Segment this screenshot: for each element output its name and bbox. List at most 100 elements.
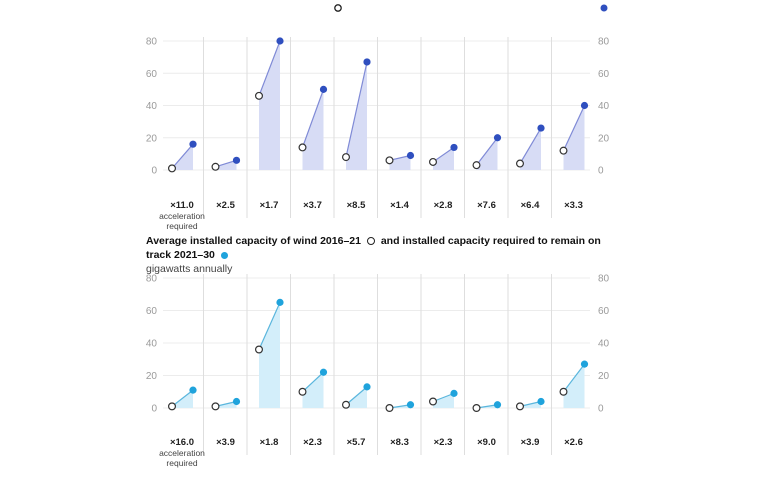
- required-point: [189, 140, 197, 148]
- installed-point: [385, 156, 394, 165]
- required-point: [232, 397, 241, 406]
- multiplier-label: ×1.7: [260, 200, 279, 211]
- chart-panel-onshore: 80 80 60 60 40 40 20 20 0 0 ×11.0accelerationrequi…: [146, 37, 610, 232]
- y-tick-label-left: 40: [146, 339, 158, 350]
- capacity-area: [259, 302, 280, 408]
- y-tick-label-right: 0: [598, 166, 604, 177]
- y-tick-label-left: 80: [146, 274, 158, 285]
- installed-point: [168, 164, 177, 173]
- chart-panel-offshore: 80 80 60 60 40 40 20 20 0 0 ×16.0accelerationrequi…: [146, 274, 610, 469]
- acceleration-note: required: [166, 458, 197, 468]
- y-tick-label-right: 80: [598, 37, 610, 48]
- required-point: [363, 383, 371, 391]
- installed-point: [342, 400, 351, 409]
- multiplier-label: ×6.4: [521, 200, 540, 211]
- required-point: [580, 101, 589, 110]
- connector-line: [302, 371, 324, 393]
- required-point: [537, 124, 545, 132]
- legend-filled-circle-icon: [600, 4, 608, 12]
- required-point: [537, 397, 545, 406]
- required-point: [319, 85, 328, 93]
- capacity-area: [302, 372, 324, 408]
- installed-point: [298, 387, 307, 396]
- required-point: [580, 360, 589, 368]
- connector-line: [432, 146, 455, 163]
- multiplier-label: ×3.7: [303, 200, 322, 211]
- multiplier-label: ×3.9: [521, 437, 540, 448]
- multiplier-label: ×9.0: [477, 437, 496, 448]
- installed-point: [429, 157, 438, 166]
- caption-unit: gigawatts annually: [146, 263, 233, 275]
- connector-line: [171, 389, 194, 407]
- connector-line: [519, 127, 542, 164]
- acceleration-note: acceleration: [159, 211, 205, 221]
- open-circle-legend-icon: [366, 237, 375, 246]
- multiplier-label: ×3.9: [216, 437, 235, 448]
- connector-line: [301, 89, 325, 148]
- y-tick-label-left: 60: [146, 69, 158, 80]
- caption-title-part1: Average installed capacity of wind 2016–…: [146, 235, 361, 247]
- installed-point: [385, 404, 394, 413]
- installed-point: [429, 397, 438, 406]
- legend-open-circle-icon: [334, 4, 342, 12]
- capacity-area: [346, 386, 367, 408]
- multiplier-label: ×1.8: [260, 437, 279, 448]
- required-point: [232, 156, 241, 164]
- installed-point: [472, 161, 481, 170]
- installed-point: [168, 402, 177, 411]
- capacity-area: [302, 89, 324, 170]
- y-tick-label-left: 80: [146, 37, 158, 48]
- connector-line: [345, 386, 368, 406]
- required-point: [319, 368, 328, 376]
- installed-point: [211, 402, 220, 411]
- required-point: [493, 134, 502, 142]
- multiplier-label: ×8.5: [347, 200, 366, 211]
- acceleration-note: required: [166, 221, 197, 231]
- capacity-area: [520, 128, 541, 170]
- y-tick-label-right: 20: [598, 371, 610, 382]
- multiplier-label: ×2.6: [564, 437, 583, 448]
- connector-line: [171, 143, 194, 169]
- y-tick-label-right: 60: [598, 306, 610, 317]
- connector-line: [258, 302, 281, 350]
- connector-line: [345, 61, 368, 158]
- y-tick-label-left: 0: [151, 404, 157, 415]
- y-tick-label-left: 20: [146, 133, 158, 144]
- installed-point: [211, 162, 220, 171]
- required-point: [406, 401, 415, 409]
- y-tick-label-right: 20: [598, 133, 610, 144]
- caption-title-part2: and installed capacity required to remai…: [146, 235, 601, 261]
- required-point: [189, 386, 197, 394]
- required-point: [276, 298, 284, 306]
- connector-line: [476, 137, 498, 166]
- multiplier-label: ×2.5: [216, 200, 235, 211]
- y-tick-label-left: 0: [151, 166, 157, 177]
- multiplier-label: ×16.0: [170, 437, 194, 448]
- multiplier-label: ×3.3: [564, 200, 583, 211]
- capacity-area: [346, 61, 367, 170]
- connector-line: [563, 363, 585, 393]
- multiplier-label: ×11.0: [170, 200, 194, 211]
- multiplier-label: ×2.3: [303, 437, 322, 448]
- installed-point: [515, 402, 524, 411]
- capacity-area: [259, 41, 280, 170]
- connector-line: [562, 105, 586, 151]
- capacity-area: [433, 147, 454, 170]
- capacity-area: [215, 160, 237, 170]
- required-point: [363, 58, 371, 66]
- multiplier-label: ×8.3: [390, 437, 409, 448]
- required-point: [276, 37, 284, 45]
- y-tick-label-right: 40: [598, 101, 610, 112]
- capacity-area: [433, 393, 454, 408]
- installed-point: [515, 159, 524, 168]
- installed-point: [255, 345, 264, 354]
- installed-point: [559, 387, 568, 396]
- multiplier-label: ×5.7: [347, 437, 366, 448]
- filled-circle-legend-icon: [220, 251, 228, 259]
- y-tick-label-right: 0: [598, 404, 604, 415]
- y-tick-label-right: 40: [598, 339, 610, 350]
- installed-point: [472, 404, 481, 413]
- capacity-area: [476, 137, 498, 170]
- required-point: [406, 151, 415, 160]
